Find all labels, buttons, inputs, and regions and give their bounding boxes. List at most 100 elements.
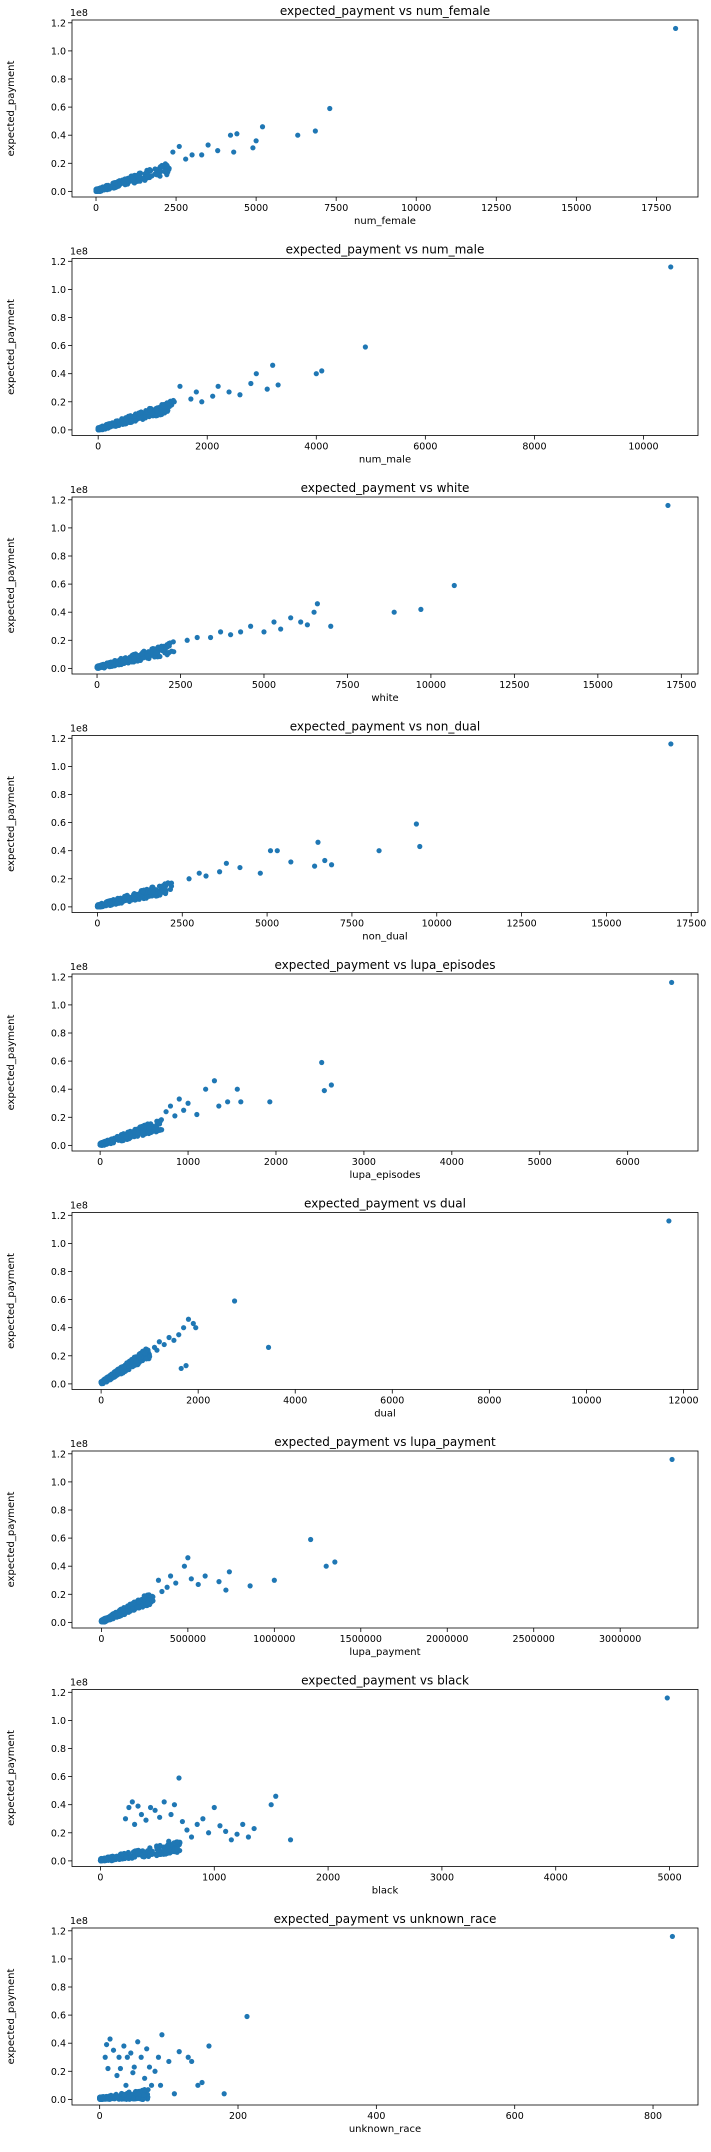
x-tick-label: 10000 [571, 1396, 601, 1407]
data-point [288, 615, 294, 621]
x-axis-label: white [371, 693, 398, 704]
x-tick-label: 7500 [324, 203, 348, 214]
x-tick-label: 0 [94, 919, 100, 930]
x-tick-label: 5000 [657, 1873, 681, 1884]
y-axis-label: expected_payment [6, 1014, 17, 1110]
y-offset-label: 1e8 [70, 724, 88, 735]
data-point [265, 1344, 272, 1350]
y-tick-label: 0.4 [51, 2039, 66, 2050]
data-point [102, 2054, 108, 2060]
data-point [167, 1103, 174, 1109]
data-point [319, 1059, 325, 1066]
data-point [154, 1127, 161, 1133]
scatter-panel: expected_payment vs lupa_payment 1e8 0.0 0.… [6, 1435, 699, 1658]
data-point [135, 2095, 141, 2102]
data-point [119, 1137, 126, 1143]
data-point [189, 152, 195, 158]
data-point [181, 1107, 187, 1113]
data-point [322, 857, 328, 864]
data-point [163, 1851, 169, 1857]
data-point [206, 2043, 212, 2049]
scatter-points [98, 1456, 675, 1625]
data-point [183, 1363, 189, 1369]
data-point [130, 1600, 137, 1607]
y-offset-label: 1e8 [70, 1916, 88, 1927]
data-point [106, 1375, 113, 1382]
data-point [155, 1851, 161, 1858]
y-tick-label: 0.0 [51, 1618, 66, 1629]
data-point [211, 1078, 218, 1084]
data-point [163, 1109, 169, 1115]
data-point [138, 1811, 145, 1818]
data-point [123, 2082, 129, 2088]
data-point [173, 1580, 179, 1586]
data-point [210, 393, 216, 399]
data-point [97, 663, 103, 669]
data-point [195, 2082, 201, 2088]
x-tick-label: 1000 [176, 1157, 200, 1168]
data-point [171, 1337, 177, 1343]
y-tick-label: 0.0 [51, 425, 66, 436]
data-point [166, 2058, 172, 2065]
scatter-panel: expected_payment vs num_female 1e8 0.0 0.2 0… [6, 4, 699, 227]
data-point [167, 881, 173, 887]
x-tick-label: 8000 [522, 442, 546, 453]
data-point [141, 2092, 147, 2098]
data-point [157, 1814, 163, 1820]
data-point [164, 1584, 170, 1590]
data-point [231, 149, 237, 155]
data-point [185, 2054, 191, 2060]
y-axis-label: expected_payment [6, 1730, 17, 1826]
x-axis-label: lupa_payment [349, 1647, 420, 1658]
data-point [188, 1834, 195, 1840]
data-point [146, 413, 152, 420]
data-point [273, 1793, 279, 1799]
data-point [173, 1846, 180, 1853]
y-tick-label: 0.4 [51, 1085, 66, 1096]
data-point [203, 1086, 209, 1092]
y-axis-label: expected_payment [6, 776, 17, 872]
y-tick-label: 0.4 [51, 1800, 66, 1811]
data-point [418, 606, 424, 612]
x-tick-label: 0 [98, 1396, 104, 1407]
data-point [193, 389, 199, 395]
x-tick-label: 10000 [628, 442, 658, 453]
data-point [130, 176, 136, 182]
data-point [150, 889, 156, 895]
x-tick-label: 4000 [283, 1396, 307, 1407]
data-point [298, 619, 304, 625]
x-tick-label: 2000 [186, 1396, 210, 1407]
data-point [156, 1339, 162, 1345]
data-point [215, 383, 221, 389]
data-point [128, 2050, 134, 2056]
y-tick-label: 0.8 [51, 552, 66, 563]
chart-title: expected_payment vs lupa_episodes [274, 958, 495, 972]
data-point [110, 2047, 117, 2053]
x-tick-label: 400 [367, 2111, 385, 2122]
data-point [157, 409, 164, 415]
data-point [226, 1569, 232, 1575]
data-point [171, 649, 177, 655]
data-point [166, 1334, 172, 1341]
y-offset-label: 1e8 [70, 1678, 88, 1689]
data-point [223, 860, 229, 866]
y-tick-label: 0.6 [51, 1772, 66, 1783]
chart-title: expected_payment vs non_dual [290, 720, 480, 734]
data-point [145, 1600, 151, 1606]
data-point [100, 425, 107, 431]
y-tick-label: 1.2 [51, 1449, 66, 1460]
data-point [159, 1588, 165, 1595]
data-point [157, 2082, 164, 2088]
x-tick-label: 2500 [168, 680, 192, 691]
data-point [238, 629, 244, 635]
data-point [129, 1356, 135, 1363]
x-tick-label: 15000 [561, 203, 591, 214]
y-tick-label: 0.0 [51, 1379, 66, 1390]
y-offset-label: 1e8 [70, 1439, 88, 1450]
y-tick-label: 0.6 [51, 341, 66, 352]
x-axis-label: dual [374, 1409, 396, 1420]
data-point [668, 264, 674, 270]
data-point [149, 173, 155, 179]
x-axis-label: non_dual [362, 932, 407, 943]
x-tick-label: 0 [98, 1634, 104, 1645]
